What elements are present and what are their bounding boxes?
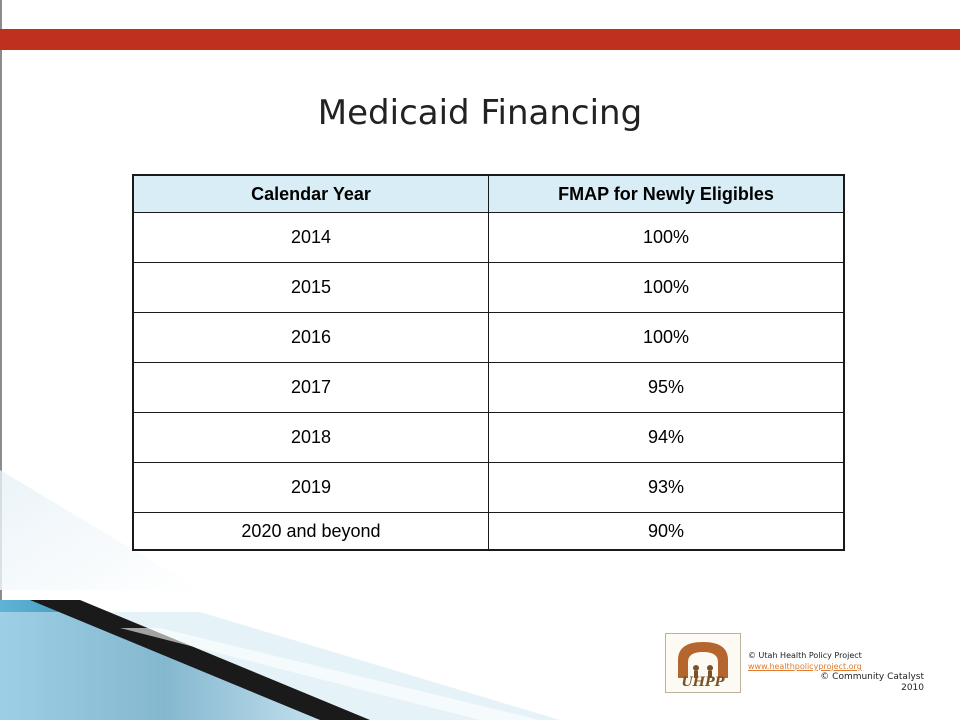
arch-icon bbox=[678, 642, 728, 678]
fmap-table-container: Calendar Year FMAP for Newly Eligibles 2… bbox=[132, 174, 845, 551]
column-header-fmap: FMAP for Newly Eligibles bbox=[488, 174, 845, 213]
year-cell: 2017 bbox=[132, 362, 489, 413]
website-link[interactable]: www.healthpolicyproject.org bbox=[748, 662, 862, 671]
fmap-cell: 100% bbox=[488, 312, 845, 363]
table-row: 2018 94% bbox=[132, 412, 845, 463]
table-row: 2016 100% bbox=[132, 312, 845, 363]
fmap-cell: 100% bbox=[488, 262, 845, 313]
fmap-cell: 90% bbox=[488, 512, 845, 551]
logo-text: UHPP bbox=[681, 675, 725, 690]
fmap-cell: 94% bbox=[488, 412, 845, 463]
table-row: 2019 93% bbox=[132, 462, 845, 513]
table-row: 2015 100% bbox=[132, 262, 845, 313]
fmap-table: Calendar Year FMAP for Newly Eligibles 2… bbox=[132, 174, 845, 551]
copyright-year: 2010 bbox=[901, 683, 924, 693]
year-cell: 2016 bbox=[132, 312, 489, 363]
year-cell: 2019 bbox=[132, 462, 489, 513]
table-row: 2020 and beyond 90% bbox=[132, 512, 845, 551]
table-row: 2017 95% bbox=[132, 362, 845, 413]
top-accent-bar bbox=[0, 29, 960, 50]
column-header-calendar-year: Calendar Year bbox=[132, 174, 489, 213]
slide-title: Medicaid Financing bbox=[317, 93, 643, 133]
fmap-cell: 95% bbox=[488, 362, 845, 413]
table-row: 2014 100% bbox=[132, 212, 845, 263]
table-header-row: Calendar Year FMAP for Newly Eligibles bbox=[132, 174, 845, 213]
fmap-cell: 93% bbox=[488, 462, 845, 513]
uhpp-logo: UHPP bbox=[665, 633, 741, 693]
community-catalyst-copyright: © Community Catalyst bbox=[820, 672, 924, 682]
year-cell: 2018 bbox=[132, 412, 489, 463]
left-divider bbox=[0, 0, 2, 600]
year-cell: 2014 bbox=[132, 212, 489, 263]
uhpp-copyright: © Utah Health Policy Project bbox=[748, 651, 862, 660]
year-cell: 2020 and beyond bbox=[132, 512, 489, 551]
footer-credits: © Utah Health Policy Project www.healthp… bbox=[748, 650, 924, 694]
fmap-cell: 100% bbox=[488, 212, 845, 263]
year-cell: 2015 bbox=[132, 262, 489, 313]
